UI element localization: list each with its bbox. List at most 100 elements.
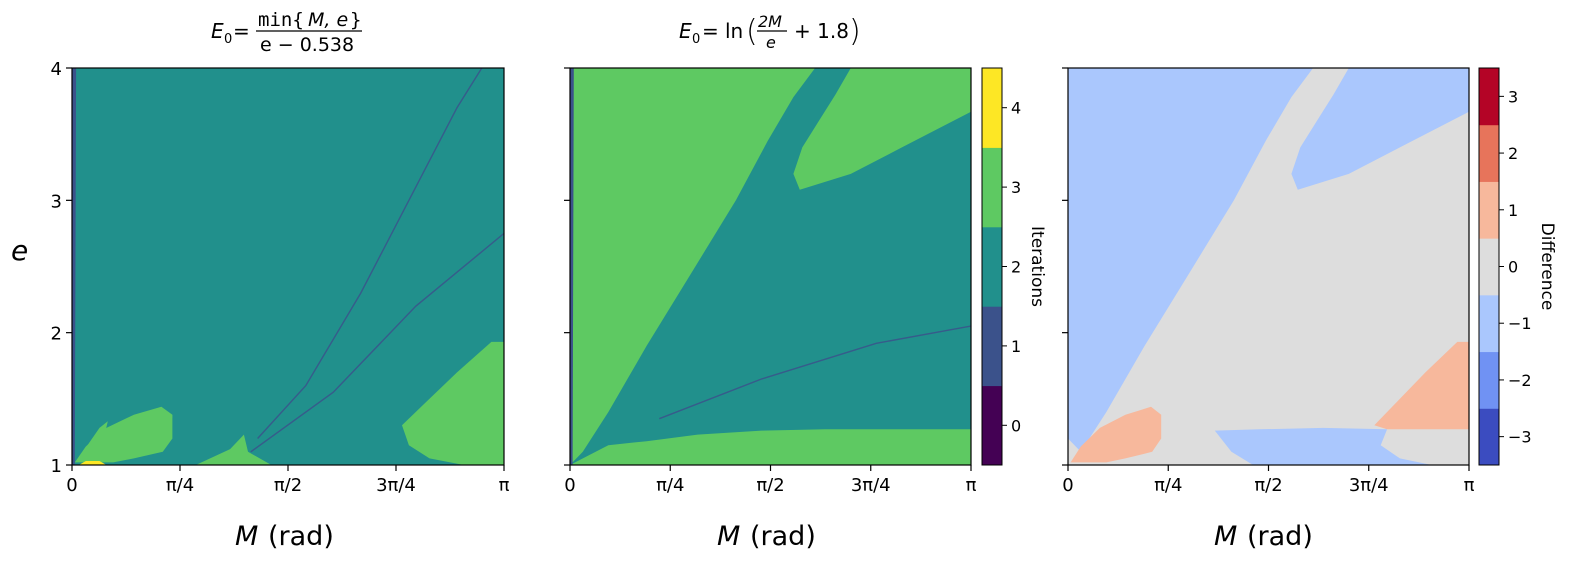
colorbar-tick-label: 4 <box>1011 99 1021 118</box>
colorbar-tick-label: 3 <box>1508 87 1518 106</box>
colorbar-tick-label: 1 <box>1508 201 1518 220</box>
colorbar-tick-label: 1 <box>1011 337 1021 356</box>
title-left-lhs: E <box>211 19 224 43</box>
y-tick-label: 1 <box>51 456 62 477</box>
title-left-sub: 0 <box>224 32 232 47</box>
x-tick-label: π/2 <box>1254 475 1282 496</box>
x-axis-label-left-var: M <box>235 521 258 552</box>
x-axis-label-right-unit: (rad) <box>1247 521 1313 552</box>
heatmap-left <box>72 68 504 465</box>
heatmap-region-4 <box>1374 341 1469 430</box>
colorbar-tick-label: 3 <box>1011 178 1021 197</box>
panel-right: 0 π/4 π/2 3π/4 π <box>1062 67 1475 496</box>
x-axis-label-right-var: M <box>1214 521 1237 552</box>
x-tick-label: π <box>1464 475 1475 496</box>
colorbar-label: Iterations <box>1027 226 1047 307</box>
x-axis-label-right: M (rad) <box>1214 521 1313 552</box>
heatmap-region-0 <box>1068 68 1314 452</box>
title-mid-tail: + 1.8 <box>794 19 849 43</box>
x-tick-label: 3π/4 <box>1349 475 1389 496</box>
middle-panel-title: E 0 = ln ( 2M e + 1.8 ) <box>679 12 861 52</box>
colorbar-label: Difference <box>1537 223 1557 311</box>
heatmap-region-1 <box>1291 68 1469 190</box>
axis-ticks-middle: 0 π/4 π/2 3π/4 π <box>564 67 977 496</box>
x-tick-label: 0 <box>1062 475 1073 496</box>
panel-middle: 0 π/4 π/2 3π/4 π <box>564 67 977 496</box>
colorbar-tick-label: −1 <box>1508 314 1532 333</box>
heatmap-region-4 <box>78 461 107 465</box>
title-left-num-fn: min{ <box>258 9 304 31</box>
heatmap-region-0 <box>570 68 971 465</box>
x-tick-label: 0 <box>66 475 77 496</box>
axis-ticks-right: 0 π/4 π/2 3π/4 π <box>1062 67 1475 496</box>
heatmap-curve-0 <box>257 68 483 439</box>
left-panel-title: E 0 = min{ M, e } e − 0.538 <box>211 9 362 56</box>
title-mid-paren-close: ) <box>849 14 861 49</box>
heatmap-region-3 <box>402 341 504 465</box>
x-tick-label: π/2 <box>756 475 784 496</box>
y-tick-label: 3 <box>51 191 62 212</box>
x-axis-label-left-unit: (rad) <box>268 521 334 552</box>
x-tick-label: π <box>499 475 510 496</box>
panel-left: 0 π/4 π/2 3π/4 π 1 2 3 4 <box>51 59 510 496</box>
colorbar-segment <box>1479 238 1499 296</box>
title-left-den: e − 0.538 <box>260 34 354 56</box>
title-mid-paren-open: ( <box>746 14 758 49</box>
colorbar-segment <box>982 147 1002 228</box>
title-left-num-close: } <box>350 9 361 31</box>
title-left-eq: = <box>233 19 250 43</box>
heatmap-region-1 <box>570 68 574 465</box>
y-axis-label: e <box>11 234 28 267</box>
x-tick-label: π <box>966 475 977 496</box>
colorbar-segment <box>1479 351 1499 409</box>
x-tick-label: 3π/4 <box>376 475 416 496</box>
x-tick-label: π/4 <box>656 475 684 496</box>
heatmap-region-0 <box>74 406 173 463</box>
title-mid-frac-den: e <box>766 33 776 52</box>
heatmap-region-2 <box>1214 427 1432 465</box>
colorbar-segment <box>982 306 1002 387</box>
colorbar-segment <box>1479 124 1499 182</box>
colorbar-segment <box>982 226 1002 307</box>
colorbar-segment <box>1479 181 1499 239</box>
heatmap-region-5 <box>72 68 77 465</box>
title-mid-eq: = <box>702 19 719 43</box>
colorbar-iterations: 0 1 2 3 4 Iterations <box>981 67 1047 466</box>
heatmap-right <box>1068 68 1469 465</box>
colorbar-tick-label: 2 <box>1011 258 1021 277</box>
colorbar-tick-label: 0 <box>1011 416 1021 435</box>
title-left-num-args: M, e <box>308 9 348 31</box>
title-mid-frac-num: 2M <box>758 12 782 31</box>
heatmap-middle <box>570 68 971 465</box>
colorbar-segment <box>982 68 1002 148</box>
x-tick-label: π/4 <box>166 475 194 496</box>
colorbar-difference: −3 −2 −1 0 1 2 3 Difference <box>1478 67 1557 466</box>
x-axis-label-middle: M (rad) <box>717 521 816 552</box>
x-axis-label-middle-unit: (rad) <box>750 521 816 552</box>
colorbar-tick-label: 0 <box>1508 258 1518 277</box>
x-tick-label: 0 <box>564 475 575 496</box>
heatmap-region-3 <box>1070 406 1162 463</box>
axis-ticks-left: 0 π/4 π/2 3π/4 π 1 2 3 4 <box>51 59 510 496</box>
colorbar-segment <box>1479 294 1499 353</box>
title-mid-sub: 0 <box>692 32 700 47</box>
y-tick-label: 2 <box>51 324 62 345</box>
y-tick-label: 4 <box>51 59 62 80</box>
heatmap-curve-0 <box>659 325 971 420</box>
heatmap-curve-1 <box>250 232 504 453</box>
x-axis-label-left: M (rad) <box>235 521 334 552</box>
x-tick-label: π/2 <box>274 475 302 496</box>
colorbar-tick-label: −3 <box>1508 428 1532 447</box>
x-tick-label: 3π/4 <box>851 475 891 496</box>
heatmap-region-1 <box>76 421 108 463</box>
x-tick-label: π/4 <box>1154 475 1182 496</box>
colorbar-segment <box>982 385 1002 466</box>
colorbar-segment <box>1479 408 1499 466</box>
title-mid-lhs: E <box>679 19 692 43</box>
colorbar-tick-label: 2 <box>1508 144 1518 163</box>
colorbar-tick-label: −2 <box>1508 371 1532 390</box>
title-mid-fn: ln <box>725 19 743 43</box>
heatmap-region-2 <box>195 434 272 465</box>
x-axis-label-middle-var: M <box>717 521 740 552</box>
